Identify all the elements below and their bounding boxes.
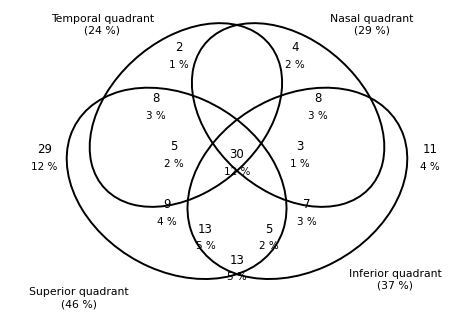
- Text: 4 %: 4 %: [157, 217, 177, 227]
- Text: 12 %: 12 %: [224, 167, 250, 177]
- Text: Inferior quadrant
(37 %): Inferior quadrant (37 %): [348, 269, 441, 290]
- Text: 3: 3: [296, 140, 303, 153]
- Text: 29: 29: [36, 143, 52, 156]
- Text: 3 %: 3 %: [146, 111, 165, 121]
- Text: 1 %: 1 %: [290, 159, 310, 169]
- Text: 1 %: 1 %: [169, 60, 189, 70]
- Text: Nasal quadrant
(29 %): Nasal quadrant (29 %): [330, 14, 413, 36]
- Text: 5 %: 5 %: [227, 273, 247, 282]
- Text: 2: 2: [175, 41, 182, 54]
- Text: 3 %: 3 %: [309, 111, 328, 121]
- Text: 5 %: 5 %: [196, 242, 215, 251]
- Text: 11: 11: [422, 143, 438, 156]
- Text: 4 %: 4 %: [420, 162, 440, 172]
- Text: 2 %: 2 %: [285, 60, 305, 70]
- Text: 4: 4: [292, 41, 299, 54]
- Text: 3 %: 3 %: [297, 217, 317, 227]
- Text: 5: 5: [265, 223, 272, 236]
- Text: 2 %: 2 %: [164, 159, 184, 169]
- Text: 8: 8: [315, 92, 322, 105]
- Text: 13: 13: [229, 254, 245, 267]
- Text: 9: 9: [164, 198, 171, 211]
- Text: 7: 7: [303, 198, 310, 211]
- Text: Superior quadrant
(46 %): Superior quadrant (46 %): [29, 288, 129, 309]
- Text: Temporal quadrant
(24 %): Temporal quadrant (24 %): [51, 14, 154, 36]
- Text: 5: 5: [171, 140, 178, 153]
- Text: 30: 30: [229, 148, 245, 161]
- Text: 13: 13: [198, 223, 213, 236]
- Text: 8: 8: [152, 92, 159, 105]
- Text: 12 %: 12 %: [31, 162, 57, 172]
- Text: 2 %: 2 %: [259, 242, 278, 251]
